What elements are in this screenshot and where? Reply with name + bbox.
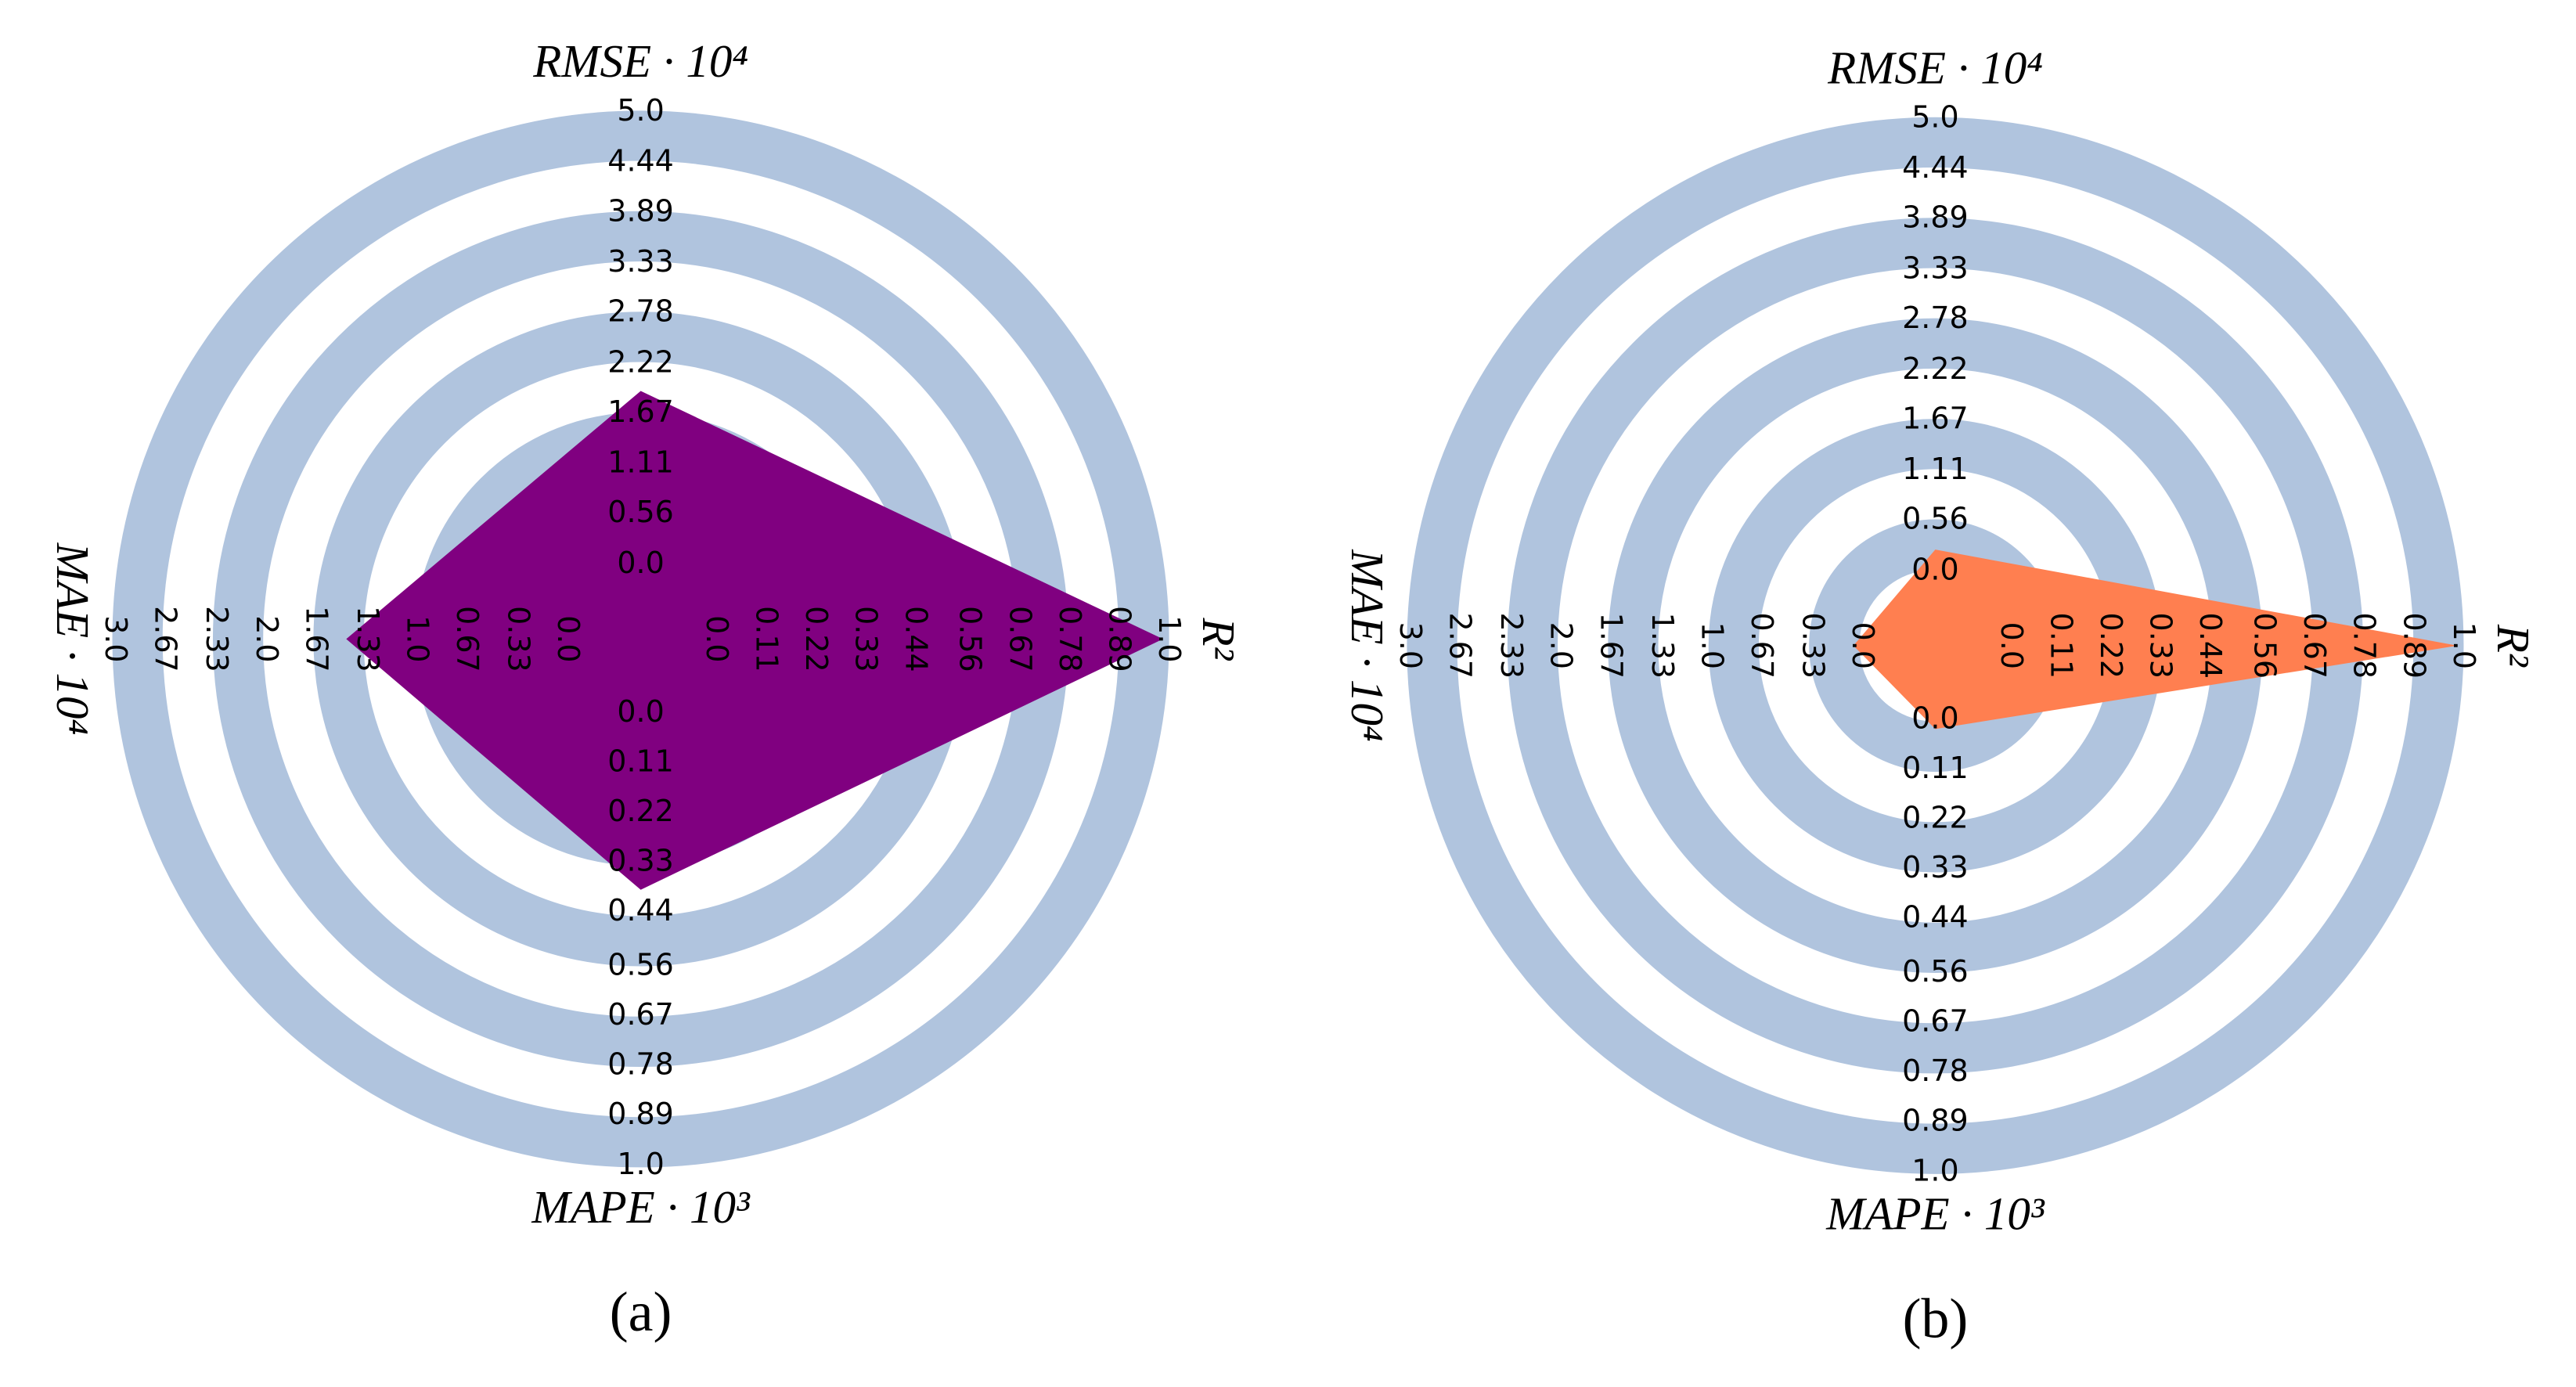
tick-label: 0.11 bbox=[1902, 751, 1969, 785]
tick-label: 1.11 bbox=[1902, 452, 1969, 486]
tick-label: 0.67 bbox=[1902, 1004, 1969, 1039]
tick-label: 0.0 bbox=[1911, 552, 1958, 586]
axis-label: RMSE · 10⁴ bbox=[1827, 41, 2043, 93]
tick-label: 0.0 bbox=[1846, 622, 1880, 669]
tick-label: 1.67 bbox=[1902, 401, 1969, 435]
tick-label: 2.33 bbox=[1494, 613, 1529, 679]
tick-label: 0.11 bbox=[607, 744, 674, 778]
axis-label: MAE · 10⁴ bbox=[47, 542, 99, 735]
tick-label: 0.33 bbox=[502, 606, 536, 672]
tick-label: 3.0 bbox=[99, 615, 133, 662]
tick-label: 0.11 bbox=[750, 606, 784, 672]
tick-label: 0.56 bbox=[1902, 502, 1969, 536]
tick-label: 0.11 bbox=[2044, 613, 2078, 679]
tick-label: 2.22 bbox=[607, 344, 674, 379]
tick-label: 4.44 bbox=[1902, 150, 1969, 185]
tick-label: 0.44 bbox=[2193, 613, 2228, 679]
tick-label: 0.89 bbox=[2397, 613, 2431, 679]
tick-label: 1.67 bbox=[1594, 613, 1628, 679]
tick-label: 0.78 bbox=[1902, 1054, 1969, 1088]
tick-label: 0.0 bbox=[700, 615, 734, 662]
tick-label: 0.89 bbox=[607, 1097, 674, 1131]
axis-label: MAE · 10⁴ bbox=[1342, 549, 1393, 741]
tick-label: 0.0 bbox=[1994, 622, 2029, 669]
tick-label: 0.67 bbox=[450, 606, 485, 672]
tick-label: 2.67 bbox=[149, 606, 183, 672]
tick-label: 3.89 bbox=[1902, 200, 1969, 235]
tick-label: 1.0 bbox=[1911, 1153, 1958, 1187]
tick-label: 0.89 bbox=[1902, 1104, 1969, 1138]
tick-label: 0.0 bbox=[617, 546, 664, 580]
tick-label: 3.33 bbox=[1902, 250, 1969, 285]
tick-label: 1.0 bbox=[400, 615, 434, 662]
tick-label: 0.44 bbox=[607, 893, 674, 928]
tick-label: 2.22 bbox=[1902, 351, 1969, 386]
tick-label: 5.0 bbox=[617, 93, 664, 128]
tick-label: 0.78 bbox=[1053, 606, 1087, 672]
tick-label: 3.0 bbox=[1393, 622, 1428, 669]
tick-label: 0.78 bbox=[607, 1047, 674, 1082]
tick-label: 2.0 bbox=[250, 615, 284, 662]
tick-label: 0.56 bbox=[607, 947, 674, 982]
tick-label: 0.0 bbox=[551, 615, 585, 662]
radar-chart: 0.0 0.56 1.11 1.67 2.22 2.78 3.33 3.89 4.44 5.0 RM… bbox=[47, 35, 1245, 1343]
tick-label: 0.89 bbox=[1102, 606, 1137, 672]
tick-label: 3.33 bbox=[607, 244, 674, 279]
tick-label: 2.78 bbox=[607, 294, 674, 329]
tick-label: 0.33 bbox=[2144, 613, 2178, 679]
chart-title: (a) bbox=[610, 1281, 672, 1343]
tick-label: 0.56 bbox=[607, 495, 674, 529]
tick-label: 0.56 bbox=[2248, 613, 2282, 679]
tick-label: 1.11 bbox=[607, 445, 674, 480]
tick-label: 0.33 bbox=[849, 606, 884, 672]
tick-label: 0.56 bbox=[953, 606, 988, 672]
tick-label: 2.78 bbox=[1902, 301, 1969, 335]
radar-area bbox=[1853, 549, 2458, 730]
tick-label: 0.67 bbox=[1003, 606, 1037, 672]
tick-label: 1.0 bbox=[1695, 622, 1729, 669]
tick-label: 0.33 bbox=[1902, 850, 1969, 884]
tick-label: 4.44 bbox=[607, 144, 674, 178]
tick-label: 2.33 bbox=[200, 606, 234, 672]
tick-label: 0.22 bbox=[1902, 800, 1969, 834]
axis-label: MAPE · 10³ bbox=[531, 1181, 751, 1233]
axis-label: R² bbox=[1193, 617, 1245, 661]
tick-label: 0.0 bbox=[1911, 701, 1958, 735]
radar-chart: 0.0 0.56 1.11 1.67 2.22 2.78 3.33 3.89 4.44 5.0 RM… bbox=[1342, 41, 2539, 1349]
tick-label: 1.33 bbox=[1645, 613, 1680, 679]
tick-label: 0.33 bbox=[607, 844, 674, 878]
tick-label: 0.44 bbox=[899, 606, 933, 672]
tick-label: 1.0 bbox=[617, 1147, 664, 1181]
tick-label: 0.56 bbox=[1902, 954, 1969, 989]
tick-label: 0.22 bbox=[607, 794, 674, 828]
tick-label: 0.33 bbox=[1796, 613, 1830, 679]
radar-area bbox=[346, 391, 1163, 890]
tick-label: 1.67 bbox=[299, 606, 333, 672]
tick-label: 1.0 bbox=[2447, 622, 2481, 669]
axis-label: R² bbox=[2488, 624, 2539, 668]
tick-label: 0.22 bbox=[799, 606, 834, 672]
tick-label: 1.0 bbox=[1152, 615, 1187, 662]
tick-label: 0.67 bbox=[607, 997, 674, 1032]
tick-label: 3.89 bbox=[607, 193, 674, 228]
tick-label: 0.22 bbox=[2094, 613, 2128, 679]
tick-label: 0.44 bbox=[1902, 900, 1969, 935]
tick-label: 2.0 bbox=[1544, 622, 1579, 669]
tick-label: 0.67 bbox=[1745, 613, 1779, 679]
tick-label: 0.0 bbox=[617, 694, 664, 729]
tick-label: 0.78 bbox=[2347, 613, 2382, 679]
axis-label: RMSE · 10⁴ bbox=[532, 35, 748, 87]
tick-label: 0.67 bbox=[2297, 613, 2332, 679]
axis-label: MAPE · 10³ bbox=[1825, 1187, 2045, 1239]
tick-label: 5.0 bbox=[1911, 99, 1958, 134]
chart-title: (b) bbox=[1903, 1287, 1969, 1349]
tick-label: 1.67 bbox=[607, 394, 674, 429]
tick-label: 2.67 bbox=[1443, 613, 1478, 679]
tick-label: 1.33 bbox=[351, 606, 385, 672]
